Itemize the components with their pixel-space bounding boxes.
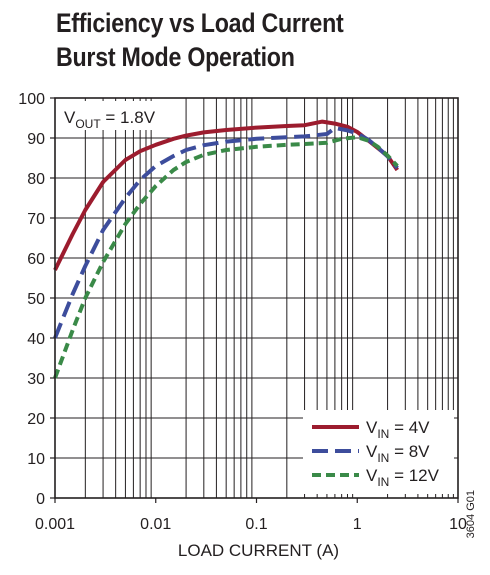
annotation-background [58, 101, 176, 130]
y-tick-label: 80 [27, 171, 45, 188]
figure-id: 3604 G01 [465, 490, 477, 538]
x-tick-label: 1 [353, 516, 362, 533]
y-tick-label: 40 [27, 331, 45, 348]
x-tick-label: 0.001 [35, 516, 75, 533]
legend-label-1: VIN = 4V [366, 418, 430, 441]
x-axis-label: LOAD CURRENT (A) [178, 541, 339, 560]
y-tick-label: 70 [27, 211, 45, 228]
vout-annotation: VOUT = 1.8V [64, 108, 156, 131]
chart-title: Efficiency vs Load Current [56, 8, 344, 38]
y-tick-label: 30 [27, 371, 45, 388]
x-tick-label: 10 [449, 516, 467, 533]
y-tick-label: 50 [27, 291, 45, 308]
legend-label-3: VIN = 12V [366, 466, 440, 489]
chart-subtitle: Burst Mode Operation [56, 42, 295, 72]
y-tick-label: 60 [27, 251, 45, 268]
plot-frame [54, 97, 459, 499]
x-tick-label: 0.1 [245, 516, 267, 533]
legend-box [303, 410, 454, 494]
y-tick-label: 100 [18, 91, 45, 108]
x-tick-label: 0.01 [140, 516, 171, 533]
y-tick-label: 0 [36, 491, 45, 508]
series-line-3 [53, 135, 399, 379]
y-tick-label: 90 [27, 131, 45, 148]
legend-label-2: VIN = 8V [366, 442, 430, 465]
y-tick-label: 10 [27, 451, 45, 468]
series-line-2 [53, 126, 399, 339]
y-tick-label: 20 [27, 411, 45, 428]
